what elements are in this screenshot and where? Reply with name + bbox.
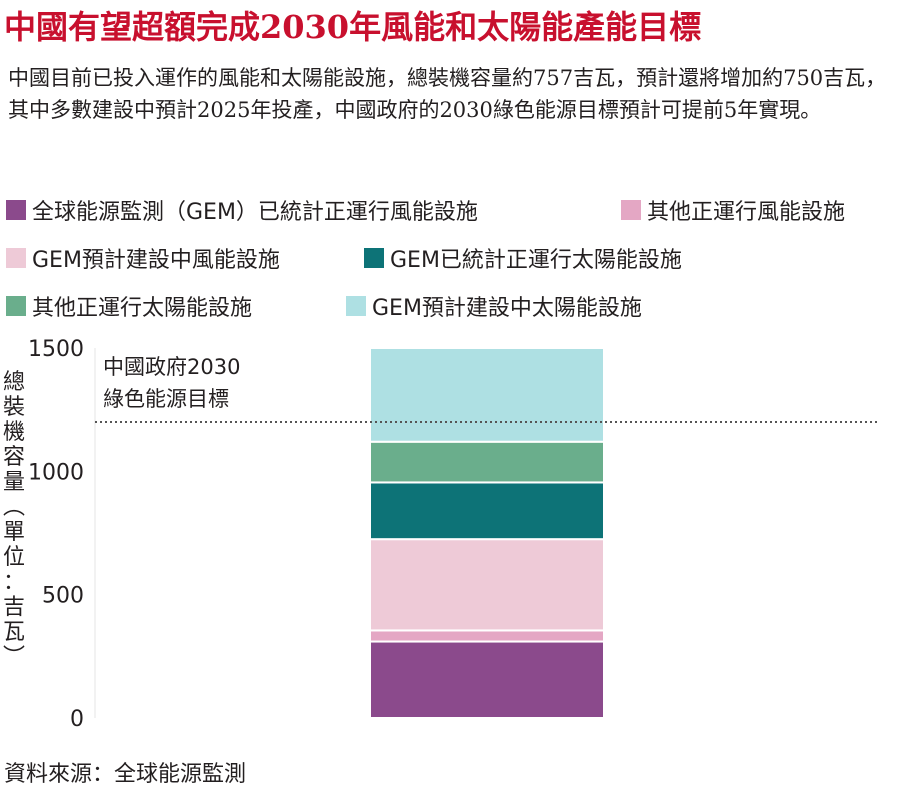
y-axis-label-char: 瓦 <box>2 620 25 645</box>
legend-item-gem-solar-construction: GEM預計建設中太陽能設施 <box>346 290 642 322</box>
legend-label: GEM預計建設中太陽能設施 <box>372 296 642 321</box>
legend-item-gem-wind-construction: GEM預計建設中風能設施 <box>6 242 280 274</box>
stacked-bar <box>369 347 605 719</box>
y-axis-label-char: ︵ <box>2 495 25 520</box>
bar-segment-6 <box>369 347 605 443</box>
chart-description: 中國目前已投入運作的風能和太陽能設施，總裝機容量約757吉瓦，預計還將增加約75… <box>8 66 887 122</box>
legend-swatch <box>6 200 26 220</box>
y-axis-label-char: ︶ <box>2 645 25 670</box>
target-label-line2: 綠色能源目標 <box>103 387 229 411</box>
y-tick-label: 500 <box>42 584 84 609</box>
y-axis-label: 總裝機容量 ︵ 單位：吉瓦 ︶ <box>2 370 26 670</box>
bar-segment-3 <box>369 538 605 632</box>
y-axis-ticks: 0 500 1000 1500 <box>28 337 84 732</box>
legend-item-other-solar-operating: 其他正運行太陽能設施 <box>6 290 252 322</box>
bar-segment-5 <box>369 440 605 484</box>
legend-swatch <box>364 248 384 268</box>
target-label-line1: 中國政府2030 <box>103 355 240 379</box>
y-axis-label-char: 量 <box>2 470 25 495</box>
legend-item-gem-solar-operating: GEM已統計正運行太陽能設施 <box>364 242 682 274</box>
legend-label: GEM預計建設中風能設施 <box>32 248 280 273</box>
legend-swatch <box>6 296 26 316</box>
legend-label: 其他正運行風能設施 <box>647 200 846 225</box>
y-tick-label: 1500 <box>28 337 84 362</box>
legend-label: 全球能源監測（GEM）已統計正運行風能設施 <box>32 200 478 225</box>
y-tick-label: 1000 <box>28 460 84 485</box>
legend-label: GEM已統計正運行太陽能設施 <box>390 248 682 273</box>
y-axis-label-char: 吉 <box>2 595 25 620</box>
bar-segment-1 <box>369 640 605 719</box>
source-note: 資料來源：全球能源監測 <box>4 762 247 787</box>
legend-swatch <box>346 296 366 316</box>
y-tick-label: 0 <box>70 707 84 732</box>
legend-swatch <box>621 200 641 220</box>
y-axis-label-char: 單 <box>2 520 25 545</box>
y-axis-label-char: 容 <box>2 445 25 470</box>
y-axis-label-char: 總 <box>2 370 25 395</box>
y-axis-label-char: 位 <box>2 545 25 570</box>
bar-segment-2 <box>369 629 605 643</box>
y-axis-label-char: 裝 <box>2 395 25 420</box>
legend-item-other-wind-operating: 其他正運行風能設施 <box>621 194 845 226</box>
y-axis-label-char: ： <box>2 570 25 595</box>
bar-segment-4 <box>369 481 605 541</box>
chart-plot: 0 500 1000 1500 中國政府2030 綠色能源目標 <box>28 337 878 732</box>
legend-item-gem-wind-operating: 全球能源監測（GEM）已統計正運行風能設施 <box>6 194 478 226</box>
legend-swatch <box>6 248 26 268</box>
legend-label: 其他正運行太陽能設施 <box>32 296 253 321</box>
chart-title: 中國有望超額完成2030年風能和太陽能產能目標 <box>4 8 702 46</box>
y-axis-label-char: 機 <box>2 420 25 445</box>
